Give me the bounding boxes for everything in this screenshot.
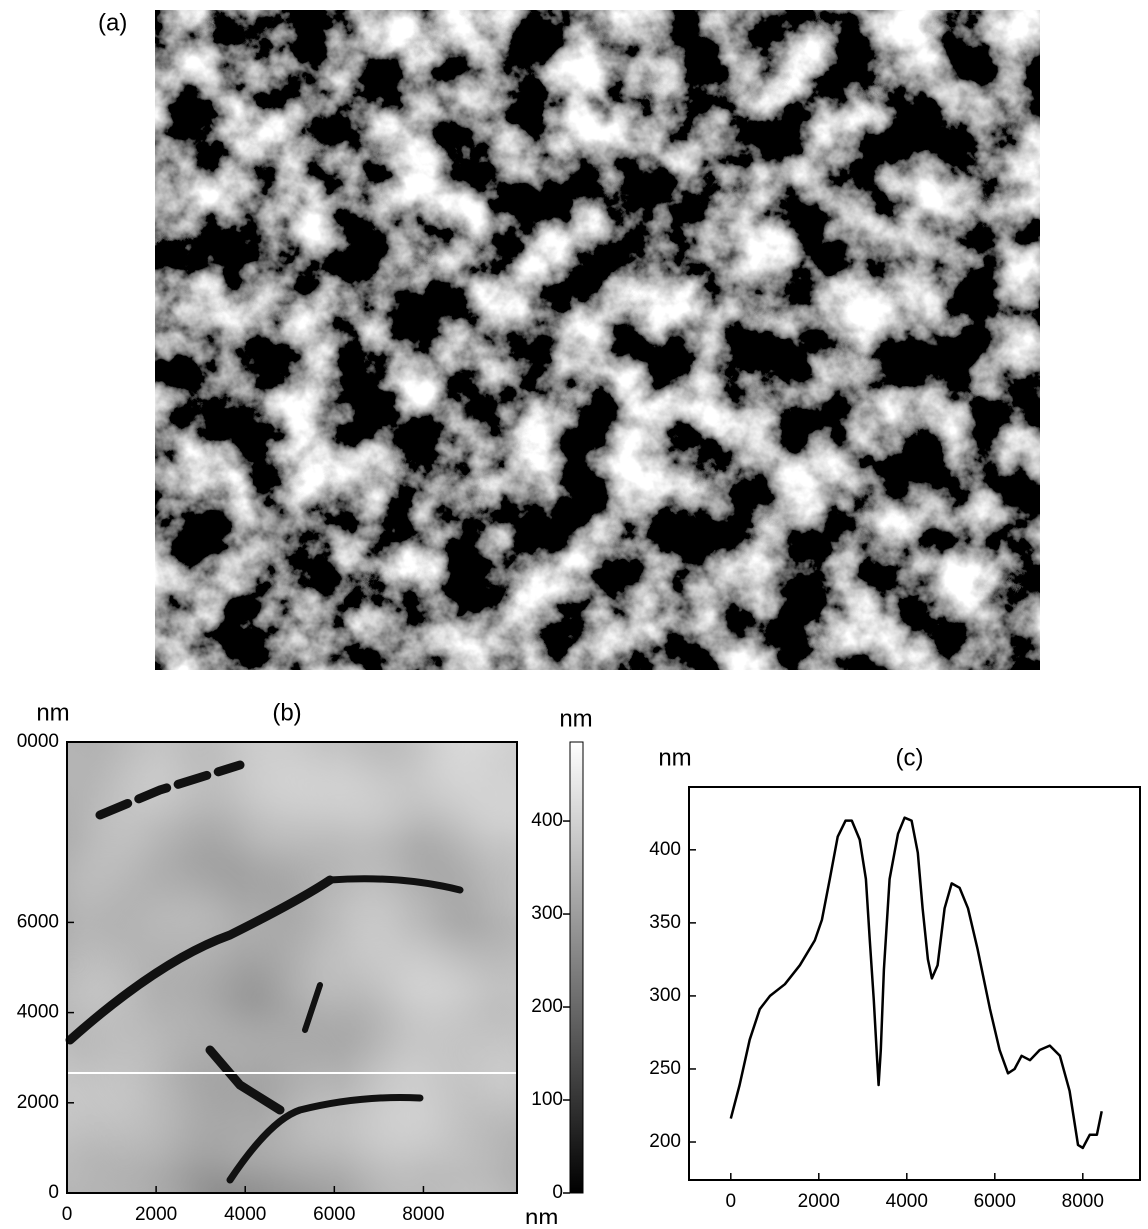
y-axis-label: nm	[658, 744, 691, 771]
colorbar-label: nm	[559, 705, 592, 732]
micrograph-texture	[155, 10, 1040, 670]
colorbar-tick-label: 300	[531, 903, 563, 924]
x-tick-label: 2000	[798, 1191, 840, 1212]
x-tick-label: 6000	[974, 1191, 1016, 1212]
profile-line	[729, 816, 1103, 1150]
plot-frame	[688, 786, 1141, 1181]
y-tick-label: 300	[649, 985, 681, 1006]
y-tick-label: 4000	[17, 1002, 59, 1023]
x-tick-label: 0	[726, 1191, 737, 1212]
y-tick-label: 2000	[17, 1092, 59, 1113]
y-tick-label: 250	[649, 1058, 681, 1079]
colorbar-tick-label: 0	[552, 1182, 563, 1203]
x-tick-label: 4000	[886, 1191, 928, 1212]
y-tick-label: 0000	[17, 731, 59, 752]
y-tick-label: 400	[649, 839, 681, 860]
colorbar	[569, 741, 584, 1194]
x-tick-label: 4000	[224, 1204, 266, 1224]
y-tick-label: 200	[649, 1131, 681, 1152]
afm-grooves	[65, 760, 464, 1184]
y-axis-label: nm	[36, 699, 69, 726]
panel-label: (a)	[98, 9, 127, 36]
y-tick-label: 0	[48, 1182, 59, 1203]
colorbar-tick-label: 100	[531, 1089, 563, 1110]
panel-label: (c)	[896, 744, 924, 771]
colorbar-tick-label: 400	[531, 810, 563, 831]
x-tick-label: 8000	[1062, 1191, 1104, 1212]
plot-frame	[66, 741, 518, 1194]
x-tick-label: 2000	[135, 1204, 177, 1224]
x-tick-label: 8000	[402, 1204, 444, 1224]
x-axis-label: nm	[525, 1204, 558, 1224]
colorbar-tick-label: 200	[531, 996, 563, 1017]
x-tick-label: 6000	[313, 1204, 355, 1224]
y-tick-label: 6000	[17, 911, 59, 932]
x-tick-label: 0	[62, 1204, 73, 1224]
afm-texture	[67, 742, 517, 1193]
panel-label: (b)	[272, 699, 301, 726]
y-tick-label: 350	[649, 912, 681, 933]
